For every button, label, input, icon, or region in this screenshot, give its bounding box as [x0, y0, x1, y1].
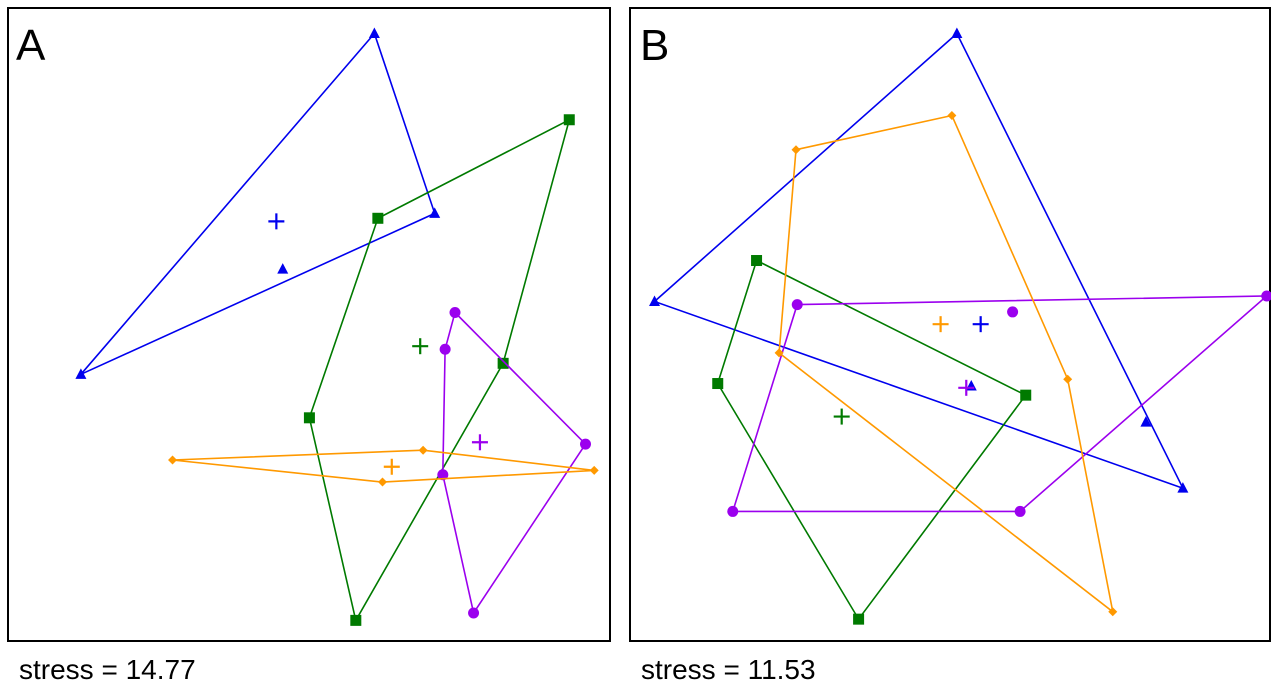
panel-a-frame [7, 7, 611, 642]
green-centroid [412, 338, 429, 355]
panel-b: B stress = 11.53 [629, 7, 1271, 685]
panel-a-stress-label: stress = 14.77 [19, 654, 196, 685]
purple-point-circle [1014, 505, 1026, 517]
orange-centroid [383, 458, 400, 475]
orange-point-diamond [774, 348, 784, 358]
orange-point-diamond [378, 477, 387, 487]
green-point-square [350, 614, 362, 626]
purple-point-circle [468, 607, 480, 619]
orange-point-diamond [589, 465, 599, 475]
panel-b-stress-label: stress = 11.53 [641, 654, 816, 685]
green-point-square [712, 378, 724, 390]
orange-centroid [932, 316, 949, 333]
blue-hull [80, 31, 436, 376]
purple-point-circle [439, 343, 451, 355]
purple-point-circle [791, 299, 803, 311]
orange-point-diamond [1063, 374, 1073, 384]
blue-hull [652, 32, 1185, 490]
panel-b-frame [629, 7, 1271, 642]
purple-point-circle [449, 307, 461, 319]
panel-a-plot-area [75, 27, 599, 626]
purple-point-circle [580, 438, 591, 450]
green-point-square [303, 412, 315, 424]
purple-point-circle [437, 469, 449, 481]
orange-point-diamond [947, 110, 957, 120]
purple-point-circle [727, 505, 739, 517]
green-hull [716, 259, 1027, 621]
panel-b-label: B [640, 21, 669, 70]
panel-a-label: A [16, 21, 46, 70]
purple-centroid [471, 434, 488, 451]
orange-hull [778, 114, 1114, 614]
green-point-square [853, 613, 865, 625]
blue-point-triangle [951, 27, 963, 38]
purple-centroid [958, 379, 975, 396]
purple-point-circle [1007, 306, 1019, 318]
green-point-square [1020, 389, 1032, 401]
blue-centroid [972, 316, 989, 333]
blue-point-triangle [277, 263, 289, 274]
green-point-square [372, 212, 384, 224]
purple-hull [441, 310, 587, 616]
orange-hull [172, 449, 595, 483]
blue-centroid [268, 213, 285, 230]
blue-point-triangle [368, 27, 380, 38]
orange-point-diamond [1108, 607, 1118, 617]
green-centroid [833, 408, 850, 425]
blue-point-triangle [429, 207, 441, 218]
blue-point-triangle [1140, 416, 1152, 427]
orange-point-diamond [791, 145, 801, 155]
orange-point-diamond [418, 445, 428, 455]
purple-point-circle [1261, 290, 1271, 302]
purple-hull [731, 295, 1269, 513]
green-point-square [751, 255, 763, 267]
blue-point-triangle [75, 368, 87, 379]
green-hull [308, 118, 571, 623]
panel-a: A stress = 14.77 [7, 7, 611, 685]
orange-point-diamond [168, 455, 178, 465]
blue-point-triangle [1177, 482, 1189, 493]
blue-point-triangle [649, 295, 661, 307]
green-point-square [563, 114, 575, 126]
green-point-square [497, 357, 509, 369]
panel-b-plot-area [649, 27, 1271, 625]
